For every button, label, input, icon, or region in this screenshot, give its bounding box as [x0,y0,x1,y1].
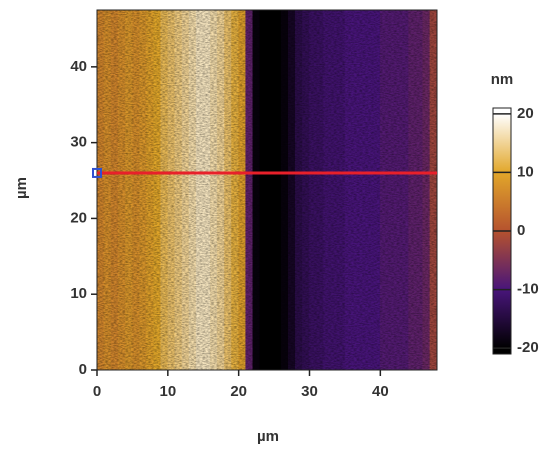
colorbar-title: nm [491,71,514,88]
x-tick-label: 10 [159,383,176,400]
y-tick-label: 40 [70,58,87,75]
texture [97,10,437,370]
profile-marker [92,167,102,178]
x-tick-label: 0 [93,383,101,400]
y-tick-label: 30 [70,134,87,151]
colorbar-tick-label: -10 [517,281,539,298]
x-tick-label: 20 [230,383,247,400]
colorbar-tick-label: 20 [517,105,534,122]
colorbar-tick-label: 10 [517,163,534,180]
y-tick-label: 0 [79,361,87,378]
colorbar-tick-label: -20 [517,339,539,356]
x-tick-label: 30 [301,383,318,400]
plot-frame [96,9,438,371]
y-axis-label: µm [13,177,30,199]
x-axis-label: µm [257,428,279,445]
y-tick-label: 10 [70,285,87,302]
colorbar-tick-label: 0 [517,222,525,239]
x-tick-label: 40 [372,383,389,400]
y-tick-label: 20 [70,209,87,226]
